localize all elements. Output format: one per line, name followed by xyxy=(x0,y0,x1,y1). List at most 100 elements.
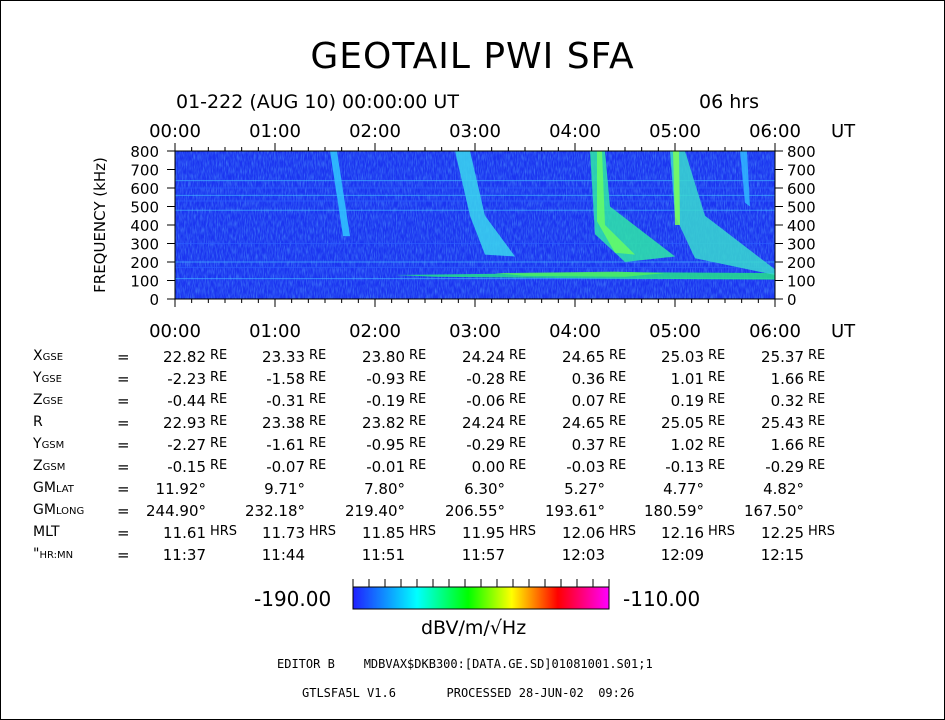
ephemeris-label: YGSM xyxy=(33,436,64,452)
ephemeris-unit: RE xyxy=(609,414,627,429)
ephemeris-unit: RE xyxy=(708,392,726,407)
footer-line: GTLSFA5L V1.6 PROCESSED 28-JUN-02 09:26 xyxy=(302,686,635,700)
ephemeris-unit: RE xyxy=(309,392,327,407)
ephemeris-value: 5.27° xyxy=(564,480,605,498)
ephemeris-label-sub: GSM xyxy=(42,462,66,473)
ephemeris-row: ZGSM = -0.15 RE -0.07 RE -0.01 RE 0.00 RE -0.03 RE -… xyxy=(1,455,944,477)
ephemeris-unit: RE xyxy=(708,414,726,429)
ephemeris-unit: RE xyxy=(409,458,427,473)
ephemeris-row: YGSM = -2.27 RE -1.61 RE -0.95 RE -0.29 RE 0.37 RE 1… xyxy=(1,433,944,455)
ephemeris-value: -0.19 xyxy=(366,392,405,410)
ephemeris-unit: RE xyxy=(808,392,826,407)
ephemeris-value: 11.85 xyxy=(362,524,405,542)
ephemeris-label-main: GM xyxy=(33,502,56,518)
ephemeris-value: -0.03 xyxy=(566,458,605,476)
ephemeris-value: 0.00 xyxy=(471,458,505,476)
ephemeris-unit: RE xyxy=(509,436,527,451)
ephemeris-value: 12:15 xyxy=(760,546,804,564)
ephemeris-unit: RE xyxy=(509,370,527,385)
ephemeris-equals: = xyxy=(117,546,130,564)
duration-header: 06 hrs xyxy=(699,91,759,113)
ephemeris-value: 0.32 xyxy=(770,392,804,410)
editor-line: EDITOR B MDBVAX$DKB300:[DATA.GE.SD]01081… xyxy=(277,657,653,671)
x-tick-label-bottom: 01:00 xyxy=(249,321,301,342)
ephemeris-label-main: Y xyxy=(33,436,42,452)
ephemeris-unit: RE xyxy=(210,392,228,407)
y-tick-label-right: 400 xyxy=(787,217,816,235)
ephemeris-value: 0.19 xyxy=(670,392,704,410)
ephemeris-row: MLT = 11.61 HRS 11.73 HRS 11.85 HRS 11.95 HRS 12.0… xyxy=(1,521,944,543)
x-unit-bottom: UT xyxy=(831,321,856,342)
colorbar-max-label: -110.00 xyxy=(623,587,701,611)
ephemeris-unit: RE xyxy=(808,414,826,429)
y-tick-label-left: 400 xyxy=(130,217,159,235)
ephemeris-unit: HRS xyxy=(708,524,736,539)
ephemeris-unit: RE xyxy=(609,348,627,363)
ephemeris-label-sub: HR:MN xyxy=(39,550,74,561)
ephemeris-unit: RE xyxy=(509,392,527,407)
spectrogram-axes: 00:00 00:00 01:00 01:00 02:00 02:00 03:00 03:00… xyxy=(91,121,856,342)
ephemeris-value: 167.50° xyxy=(744,502,804,520)
ephemeris-row: "HR:MN = 11:37 11:44 11:51 11:57 12:03 12:09 12:… xyxy=(1,543,944,565)
ephemeris-row: GMLAT = 11.92° 9.71° 7.80° 6.30° 5.27° 4.77° 4.8… xyxy=(1,477,944,499)
ephemeris-label: GMLONG xyxy=(33,502,84,518)
ephemeris-unit: RE xyxy=(409,436,427,451)
ephemeris-value: 244.90° xyxy=(146,502,206,520)
ephemeris-value: -1.61 xyxy=(266,436,305,454)
x-tick-label-top: 04:00 xyxy=(549,121,601,142)
x-tick-label-top: 03:00 xyxy=(449,121,501,142)
ephemeris-unit: HRS xyxy=(309,524,337,539)
ephemeris-value: -0.07 xyxy=(266,458,305,476)
ephemeris-value: 11:37 xyxy=(162,546,206,564)
ephemeris-unit: RE xyxy=(210,436,228,451)
ephemeris-unit: RE xyxy=(609,392,627,407)
ephemeris-label: ZGSE xyxy=(33,392,63,408)
ephemeris-value: 23.33 xyxy=(262,348,305,366)
y-tick-label-left: 700 xyxy=(130,162,159,180)
x-tick-label-bottom: 03:00 xyxy=(449,321,501,342)
ephemeris-unit: RE xyxy=(309,458,327,473)
x-tick-label-top: 06:00 xyxy=(749,121,801,142)
spectrogram-feature-burst-2 xyxy=(455,151,515,257)
x-tick-label-top: 05:00 xyxy=(649,121,701,142)
x-unit-top: UT xyxy=(831,121,856,142)
colorbar-min-label: -190.00 xyxy=(254,587,332,611)
ephemeris-label-sub: LAT xyxy=(55,484,74,495)
x-tick-label-top: 01:00 xyxy=(249,121,301,142)
colorbar-ticks xyxy=(352,579,610,587)
ephemeris-label: MLT xyxy=(33,524,60,540)
ephemeris-label: "HR:MN xyxy=(33,546,73,562)
y-tick-label-right: 800 xyxy=(787,143,816,161)
ephemeris-equals: = xyxy=(117,348,130,366)
ephemeris-unit: RE xyxy=(409,348,427,363)
ephemeris-equals: = xyxy=(117,524,130,542)
ephemeris-unit: HRS xyxy=(808,524,836,539)
ephemeris-value: 206.55° xyxy=(445,502,505,520)
ephemeris-unit: RE xyxy=(409,370,427,385)
ephemeris-label: ZGSM xyxy=(33,458,65,474)
ephemeris-unit: RE xyxy=(210,348,228,363)
ephemeris-value: 9.71° xyxy=(264,480,305,498)
ephemeris-value: -0.06 xyxy=(466,392,505,410)
ephemeris-value: -0.15 xyxy=(167,458,206,476)
ephemeris-value: -0.93 xyxy=(366,370,405,388)
spectrogram-core-burst-3 xyxy=(597,151,635,255)
x-tick-label-bottom: 05:00 xyxy=(649,321,701,342)
ephemeris-value: 12:09 xyxy=(660,546,704,564)
y-axis-label: FREQUENCY (kHz) xyxy=(91,157,109,293)
ephemeris-value: 1.02 xyxy=(670,436,704,454)
ephemeris-label-main: " xyxy=(33,546,40,562)
ephemeris-value: 11.61 xyxy=(163,524,206,542)
ephemeris-value: 4.77° xyxy=(663,480,704,498)
ephemeris-label: YGSE xyxy=(33,370,62,386)
ephemeris-value: 6.30° xyxy=(464,480,505,498)
ephemeris-value: -0.44 xyxy=(167,392,206,410)
ephemeris-value: 1.66 xyxy=(770,436,804,454)
ephemeris-unit: RE xyxy=(509,348,527,363)
ephemeris-unit: RE xyxy=(309,370,327,385)
ephemeris-unit: RE xyxy=(808,370,826,385)
ephemeris-equals: = xyxy=(117,370,130,388)
ephemeris-value: 22.82 xyxy=(163,348,206,366)
